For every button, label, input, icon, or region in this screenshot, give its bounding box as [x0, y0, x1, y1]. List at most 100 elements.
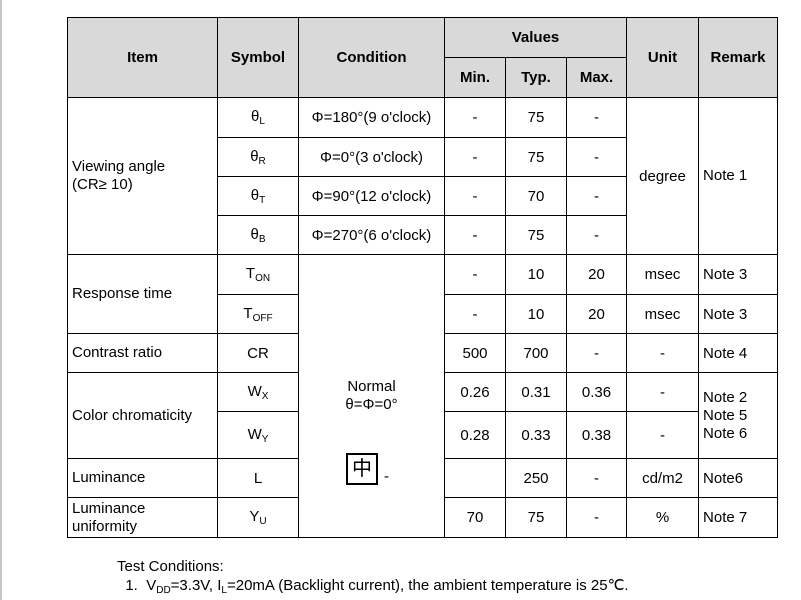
- symbol: T: [243, 304, 253, 322]
- header-cell: Condition: [298, 17, 445, 98]
- table-row: θB Φ=270°(6 o'clock) -75-: [68, 215, 778, 255]
- value-cell: 0.28: [444, 411, 506, 459]
- item-cell: Viewing angle (CR≥ 10): [67, 97, 218, 255]
- value-cell: 0.33: [505, 411, 567, 459]
- condition-line: θ=Φ=0°: [345, 396, 398, 413]
- condition-cell: Φ=270°(6 o'clock): [298, 215, 445, 255]
- symbol: Y: [249, 508, 260, 525]
- table-row: TOFF -10 20 msec Note 3: [68, 294, 779, 334]
- symbol-cell: WX: [217, 372, 299, 412]
- symbol-cell: CR: [217, 333, 299, 373]
- symbol: T: [245, 265, 256, 282]
- symbol-cell: θR: [217, 137, 299, 177]
- value-cell: 75: [505, 215, 567, 255]
- remark-cell: Note 3: [698, 294, 779, 334]
- item-line: Luminance: [72, 469, 146, 486]
- subscript: L: [221, 585, 227, 596]
- item-cell: Response time: [67, 254, 218, 334]
- value-cell: -: [444, 215, 506, 255]
- remark-line: Note 5: [703, 406, 748, 424]
- symbol-cell: L: [217, 458, 299, 498]
- value-cell: 20: [565, 294, 628, 334]
- item-line: Luminance: [72, 499, 146, 517]
- condition-cell: Φ=90°(12 o'clock): [298, 176, 445, 216]
- value-cell: -: [565, 458, 628, 498]
- table-row: Luminance uniformity YU 70 75-% Note 7: [67, 497, 779, 538]
- condition-cell: Φ=0°(3 o'clock): [298, 137, 445, 177]
- symbol: θ: [250, 225, 259, 243]
- symbol-subscript: Y: [261, 433, 269, 445]
- remark-line: Note 1: [703, 167, 748, 184]
- unit-cell: msec: [626, 254, 700, 295]
- symbol-cell: θL: [217, 97, 299, 138]
- symbol-subscript: T: [259, 194, 266, 206]
- header-cell: Item: [67, 17, 218, 98]
- symbol-cell: TON: [217, 254, 299, 295]
- unit-cell: degree: [626, 97, 700, 255]
- value-cell: 20: [565, 254, 628, 295]
- item-cell: Contrast ratio: [67, 333, 218, 373]
- symbol-subscript: ON: [255, 273, 271, 284]
- symbol-cell: YU: [217, 497, 299, 538]
- value-cell: -: [565, 137, 628, 177]
- value-cell: -: [444, 254, 506, 295]
- symbol: W: [247, 382, 262, 400]
- symbol: θ: [251, 108, 260, 125]
- symbol-cell: θT: [217, 176, 299, 216]
- condition-line: Normal: [347, 378, 396, 395]
- note-line: 1. VDD=3.3V, IL=20mA (Backlight current)…: [117, 576, 628, 600]
- table-body: Viewing angle (CR≥ 10) θL Φ=180°(9 o'clock)…: [67, 97, 779, 538]
- symbol-subscript: U: [259, 516, 267, 527]
- value-cell: 500: [444, 333, 506, 373]
- value-cell: -: [565, 97, 628, 138]
- symbol-cell: θB: [217, 215, 299, 255]
- value-cell: -: [444, 97, 506, 138]
- value-cell: 10: [505, 254, 567, 295]
- value-cell: 0.38: [565, 411, 628, 459]
- symbol-subscript: R: [258, 155, 266, 167]
- value-cell: 0.31: [505, 372, 567, 412]
- remark-line: Note 2: [703, 388, 748, 406]
- table-row: Viewing angle (CR≥ 10) θL Φ=180°(9 o'clock)…: [67, 97, 779, 255]
- table-row: Luminance L 250- cd/m2 Note6: [67, 458, 779, 498]
- item-line: Viewing angle: [72, 158, 166, 175]
- header-cell: Symbol: [217, 17, 299, 98]
- unit-cell: cd/m2: [626, 458, 700, 498]
- unit-cell: -: [626, 372, 700, 412]
- symbol-cell: TOFF: [217, 294, 299, 334]
- notes-title: Test Conditions:: [117, 558, 224, 575]
- value-cell: [444, 458, 506, 498]
- spec-table: Item Symbol Condition Values Unit Remark…: [67, 17, 779, 538]
- value-cell: 75: [505, 97, 567, 138]
- table-row: θT Φ=90°(12 o'clock) -70-: [68, 176, 778, 216]
- remark-cell: Note 2 Note 5 Note 6: [698, 372, 779, 459]
- value-cell: 75: [505, 497, 567, 538]
- value-cell: 70: [505, 176, 567, 216]
- value-cell: 70: [444, 497, 506, 538]
- subscript: DD: [156, 585, 171, 596]
- remark-line: Note 6: [703, 424, 748, 442]
- symbol: θ: [250, 186, 260, 204]
- header-cell: Max.: [565, 57, 628, 98]
- header-cell: Typ.: [505, 57, 567, 98]
- value-cell: -: [444, 176, 506, 216]
- value-cell: 0.26: [444, 372, 506, 412]
- remark-cell: Note6: [698, 458, 779, 498]
- remark-cell: Note 1: [698, 97, 779, 255]
- value-cell: -: [565, 215, 628, 255]
- value-cell: -: [565, 497, 628, 538]
- icon: 中: [346, 453, 378, 485]
- header-cell: Values: [443, 17, 628, 58]
- value-cell: 10: [505, 294, 567, 334]
- header-cell: Remark: [698, 17, 779, 98]
- value-cell: 250: [505, 458, 567, 498]
- item-cell: Luminance: [67, 458, 218, 498]
- header-cell: Min.: [444, 57, 506, 98]
- value-cell: -: [444, 294, 506, 334]
- value-cell: 700: [505, 333, 567, 373]
- text: =3.3V, I: [170, 577, 222, 594]
- value-cell: -: [565, 176, 628, 216]
- item-line: uniformity: [72, 517, 138, 535]
- symbol: L: [253, 469, 263, 487]
- window-edge: [0, 0, 2, 600]
